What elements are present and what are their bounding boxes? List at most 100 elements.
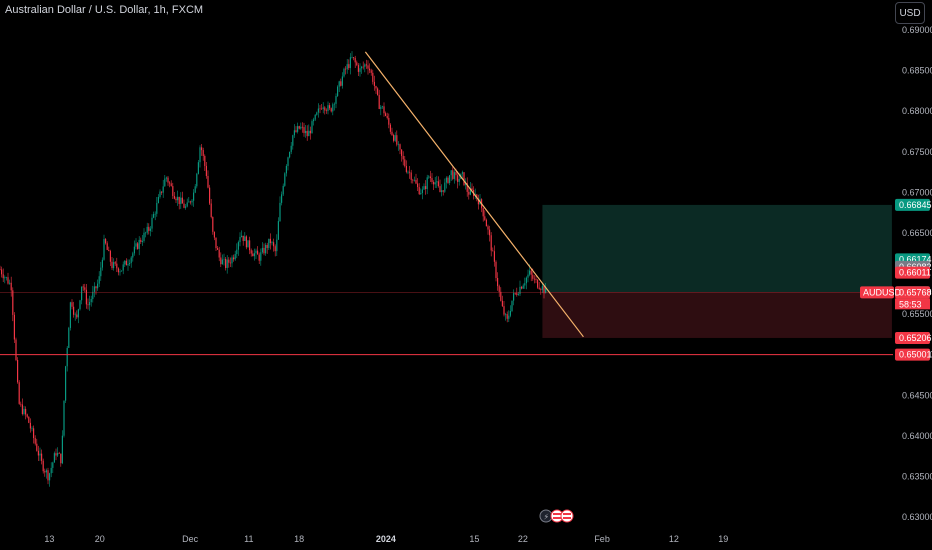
target-zone[interactable] xyxy=(542,204,892,293)
candle-body xyxy=(37,450,39,456)
candle-body xyxy=(138,239,140,249)
candle-body xyxy=(369,68,371,71)
flag-event-icon[interactable] xyxy=(560,509,574,523)
candle-body xyxy=(535,278,537,280)
symbol-tag xyxy=(860,286,894,299)
candle-body xyxy=(413,179,415,181)
candle-body xyxy=(527,274,529,278)
candle-body xyxy=(353,57,355,59)
candle-body xyxy=(226,259,228,268)
candle-body xyxy=(409,171,411,173)
candle-body xyxy=(364,64,366,67)
y-tick-label: 0.65500 xyxy=(902,309,932,319)
candle-body xyxy=(484,216,486,220)
candle-body xyxy=(386,115,388,118)
candle-body xyxy=(239,236,241,243)
candle-body xyxy=(277,221,279,240)
trend-line[interactable] xyxy=(364,51,584,338)
candle-body xyxy=(175,198,177,201)
candle-body xyxy=(289,151,291,158)
candle-body xyxy=(29,422,31,429)
candle-body xyxy=(156,202,158,214)
candle-body xyxy=(297,126,299,132)
candle-body xyxy=(121,270,123,272)
event-icons[interactable]: ⚡ xyxy=(539,509,574,523)
candle-body xyxy=(332,104,334,112)
candle-body xyxy=(213,231,215,238)
candle-body xyxy=(261,247,263,253)
candle-body xyxy=(21,404,23,415)
candle-body xyxy=(469,188,471,195)
candle-body xyxy=(327,105,329,112)
candle-body xyxy=(18,382,20,404)
candle-body xyxy=(431,178,433,182)
candle-body xyxy=(513,293,515,301)
candle-body xyxy=(141,240,143,242)
candle-body xyxy=(354,58,356,63)
candle-body xyxy=(89,302,91,306)
candle-body xyxy=(162,186,164,193)
candle-body xyxy=(201,147,203,151)
candle-body xyxy=(2,274,4,279)
candle-body xyxy=(444,182,446,192)
candle-body xyxy=(458,179,460,182)
candle-body xyxy=(265,244,267,254)
candle-body xyxy=(308,130,310,137)
candle-body xyxy=(188,201,190,203)
candle-body xyxy=(421,189,423,193)
currency-button[interactable]: USD xyxy=(895,2,925,24)
candle-body xyxy=(55,453,57,456)
candle-body xyxy=(434,182,436,185)
candle-body xyxy=(177,196,179,201)
candle-body xyxy=(164,178,166,187)
candle-body xyxy=(325,110,327,112)
candle-body xyxy=(429,176,431,179)
candle-body xyxy=(103,239,105,260)
candle-body xyxy=(532,274,534,279)
candle-body xyxy=(309,130,311,134)
candle-body xyxy=(218,249,220,258)
candle-body xyxy=(529,270,531,275)
candle-body xyxy=(116,263,118,269)
candle-body xyxy=(183,203,185,208)
candle-body xyxy=(329,105,331,109)
candle-body xyxy=(81,286,83,301)
candle-body xyxy=(133,246,135,254)
candle-body xyxy=(186,202,188,207)
candle-body xyxy=(173,196,175,199)
candle-body xyxy=(33,428,35,439)
candle-body xyxy=(495,261,497,278)
candle-body xyxy=(257,250,259,255)
candle-body xyxy=(426,177,428,190)
y-tick-label: 0.67000 xyxy=(902,187,932,197)
x-tick-label: Feb xyxy=(594,534,610,544)
candle-body xyxy=(442,190,444,192)
candle-body xyxy=(20,403,22,405)
candle-body xyxy=(207,175,209,188)
candle-body xyxy=(204,155,206,166)
candle-body xyxy=(49,473,51,481)
price-badge xyxy=(895,286,930,299)
candle-body xyxy=(493,251,495,262)
candle-body xyxy=(346,64,348,70)
candle-body xyxy=(258,254,260,261)
candle-body xyxy=(461,172,463,174)
price-badge-label: 0.65206 xyxy=(899,333,932,343)
candle-body xyxy=(193,192,195,201)
candle-body xyxy=(359,68,361,72)
candle-body xyxy=(202,150,204,156)
price-badge-label: 0.65001 xyxy=(899,350,932,360)
candle-body xyxy=(23,408,25,415)
candle-body xyxy=(375,85,377,89)
candle-body xyxy=(268,238,270,248)
candle-body xyxy=(295,130,297,132)
candle-body xyxy=(285,165,287,174)
candle-body xyxy=(290,145,292,152)
x-tick-label: 13 xyxy=(44,534,54,544)
candle-body xyxy=(34,438,36,444)
stop-zone[interactable] xyxy=(542,292,892,338)
candle-body xyxy=(100,267,102,277)
candle-body xyxy=(194,186,196,193)
candle-body xyxy=(180,197,182,204)
